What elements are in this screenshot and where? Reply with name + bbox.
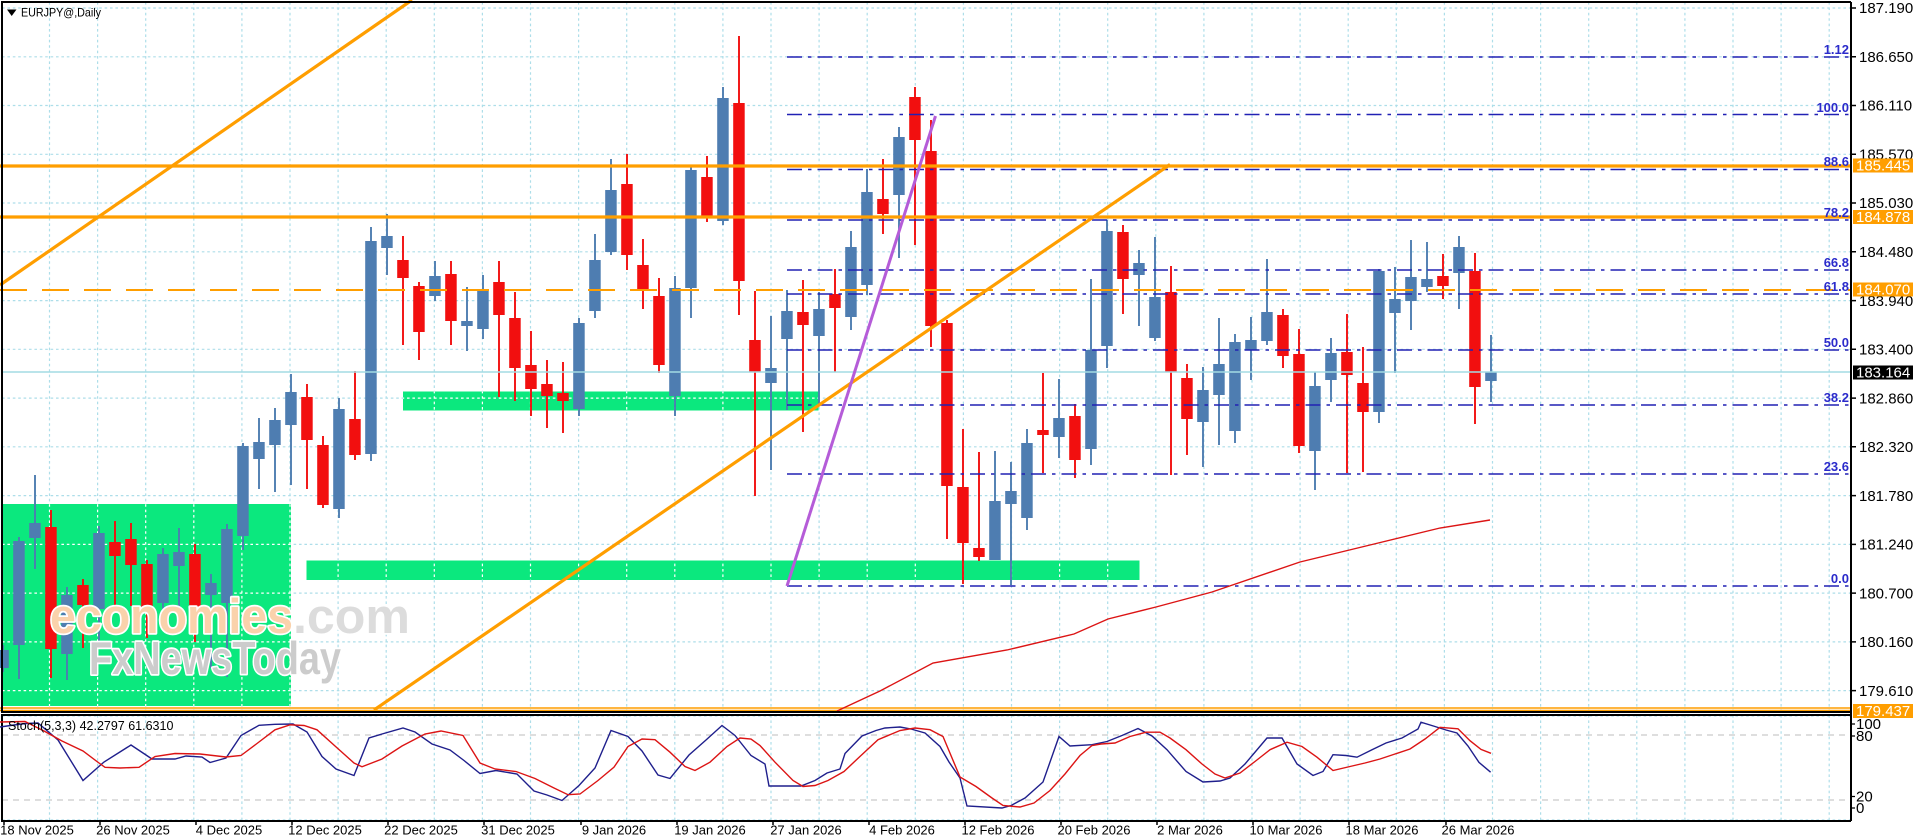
svg-text:26 Mar 2026: 26 Mar 2026 bbox=[1442, 823, 1515, 838]
svg-text:EURJPY@,Daily: EURJPY@,Daily bbox=[21, 6, 101, 20]
svg-text:182.320: 182.320 bbox=[1859, 439, 1913, 456]
svg-text:31 Dec 2025: 31 Dec 2025 bbox=[481, 823, 555, 838]
svg-text:182.860: 182.860 bbox=[1859, 390, 1913, 407]
svg-text:18 Mar 2026: 18 Mar 2026 bbox=[1346, 823, 1419, 838]
svg-text:9 Jan 2026: 9 Jan 2026 bbox=[582, 823, 646, 838]
svg-text:4 Feb 2026: 4 Feb 2026 bbox=[869, 823, 935, 838]
svg-text:183.940: 183.940 bbox=[1859, 293, 1913, 310]
svg-text:19 Jan 2026: 19 Jan 2026 bbox=[674, 823, 746, 838]
svg-text:78.2: 78.2 bbox=[1824, 205, 1849, 220]
svg-text:100: 100 bbox=[1856, 716, 1881, 733]
svg-text:80: 80 bbox=[1856, 728, 1873, 745]
svg-text:181.240: 181.240 bbox=[1859, 537, 1913, 554]
svg-text:18 Nov 2025: 18 Nov 2025 bbox=[0, 823, 74, 838]
svg-text:20 Feb 2026: 20 Feb 2026 bbox=[1057, 823, 1130, 838]
svg-text:184.878: 184.878 bbox=[1856, 209, 1910, 226]
svg-text:61.8: 61.8 bbox=[1824, 279, 1849, 294]
svg-text:26 Nov 2025: 26 Nov 2025 bbox=[96, 823, 170, 838]
svg-text:27 Jan 2026: 27 Jan 2026 bbox=[770, 823, 842, 838]
svg-text:186.650: 186.650 bbox=[1859, 49, 1913, 66]
svg-text:179.610: 179.610 bbox=[1859, 683, 1913, 700]
svg-text:1.12: 1.12 bbox=[1824, 42, 1849, 57]
svg-text:180.160: 180.160 bbox=[1859, 634, 1913, 651]
svg-text:12 Dec 2025: 12 Dec 2025 bbox=[288, 823, 362, 838]
svg-text:4 Dec 2025: 4 Dec 2025 bbox=[196, 823, 263, 838]
svg-text:180.700: 180.700 bbox=[1859, 585, 1913, 602]
svg-text:economies: economies bbox=[50, 590, 293, 644]
svg-text:66.8: 66.8 bbox=[1824, 255, 1849, 270]
svg-text:23.6: 23.6 bbox=[1824, 459, 1849, 474]
svg-text:181.780: 181.780 bbox=[1859, 488, 1913, 505]
svg-text:0.0: 0.0 bbox=[1831, 571, 1849, 586]
svg-text:FxNewsToday: FxNewsToday bbox=[89, 632, 341, 684]
svg-text:38.2: 38.2 bbox=[1824, 390, 1849, 405]
svg-text:0: 0 bbox=[1856, 800, 1864, 817]
svg-text:100.0: 100.0 bbox=[1816, 100, 1849, 115]
svg-text:185.030: 185.030 bbox=[1859, 195, 1913, 212]
svg-text:187.190: 187.190 bbox=[1859, 0, 1913, 17]
svg-text:184.480: 184.480 bbox=[1859, 244, 1913, 261]
svg-text:20: 20 bbox=[1856, 789, 1873, 806]
svg-text:186.110: 186.110 bbox=[1859, 98, 1912, 115]
svg-text:185.445: 185.445 bbox=[1856, 158, 1910, 175]
svg-text:179.437: 179.437 bbox=[1856, 703, 1910, 720]
svg-text:10 Mar 2026: 10 Mar 2026 bbox=[1250, 823, 1323, 838]
svg-text:183.164: 183.164 bbox=[1856, 365, 1910, 382]
svg-text:Stoch(5,3,3) 42.2797 61.6310: Stoch(5,3,3) 42.2797 61.6310 bbox=[8, 719, 173, 733]
svg-text:184.070: 184.070 bbox=[1856, 282, 1910, 299]
svg-text:183.400: 183.400 bbox=[1859, 342, 1913, 359]
svg-text:.com: .com bbox=[293, 590, 410, 644]
svg-text:2 Mar 2026: 2 Mar 2026 bbox=[1157, 823, 1223, 838]
svg-text:88.6: 88.6 bbox=[1824, 154, 1849, 169]
svg-text:50.0: 50.0 bbox=[1824, 335, 1849, 350]
svg-text:22 Dec 2025: 22 Dec 2025 bbox=[384, 823, 458, 838]
svg-text:12 Feb 2026: 12 Feb 2026 bbox=[961, 823, 1034, 838]
